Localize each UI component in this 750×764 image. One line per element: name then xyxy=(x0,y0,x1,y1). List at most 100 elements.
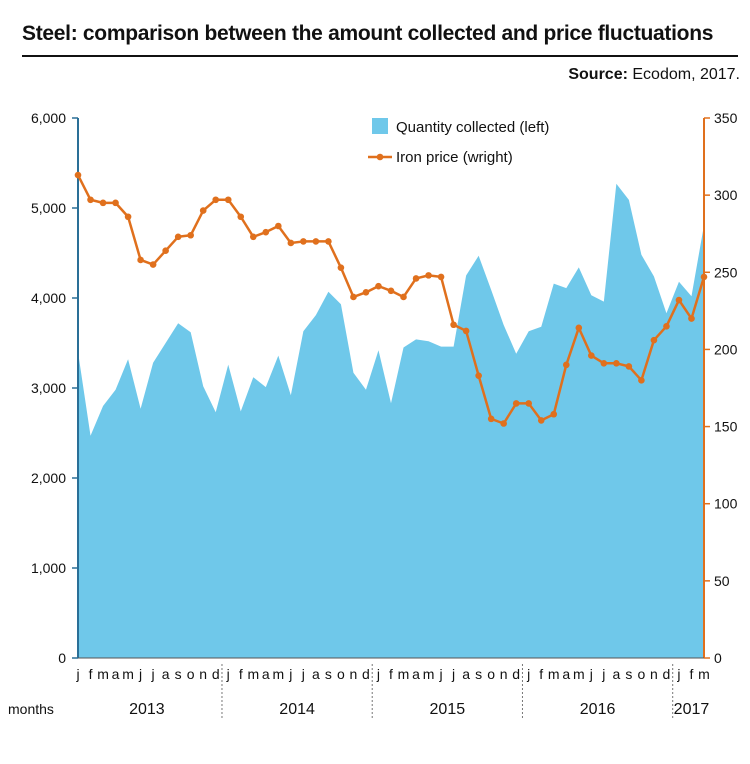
iron-price-point xyxy=(638,376,645,384)
year-label: 2016 xyxy=(580,701,616,718)
right-axis-tick-label: 300 xyxy=(714,187,738,203)
legend-label-price: Iron price (wright) xyxy=(396,149,513,166)
right-axis-tick-label: 250 xyxy=(714,264,738,280)
x-axis-label: months xyxy=(8,701,54,717)
right-axis-tick-label: 350 xyxy=(714,110,738,126)
month-label: s xyxy=(625,666,632,682)
month-label: a xyxy=(262,666,270,682)
month-label: d xyxy=(212,666,220,682)
quantity-area xyxy=(78,183,704,658)
month-label: n xyxy=(350,666,358,682)
iron-price-point xyxy=(224,196,232,204)
month-label: j xyxy=(138,666,142,682)
iron-price-point xyxy=(675,296,683,304)
chart-title: Steel: comparison between the amount col… xyxy=(22,22,714,45)
year-label: 2015 xyxy=(430,701,466,718)
month-label: f xyxy=(539,666,543,682)
month-label: f xyxy=(690,666,694,682)
left-axis-tick-label: 1,000 xyxy=(31,560,66,576)
right-axis-tick-label: 200 xyxy=(714,341,738,357)
right-axis-tick-label: 100 xyxy=(714,496,738,512)
month-label: d xyxy=(362,666,370,682)
iron-price-point xyxy=(387,287,395,295)
iron-price-point xyxy=(512,400,520,407)
iron-price-point xyxy=(537,417,545,424)
left-axis-tick-label: 0 xyxy=(58,650,66,666)
month-label: d xyxy=(663,666,671,682)
month-label: s xyxy=(175,666,182,682)
left-axis-tick-label: 5,000 xyxy=(31,200,66,216)
iron-price-point xyxy=(475,372,482,379)
month-label: n xyxy=(650,666,658,682)
month-label: j xyxy=(226,666,230,682)
month-label: m xyxy=(398,666,410,682)
iron-price-point xyxy=(187,231,194,239)
month-label: o xyxy=(187,666,195,682)
month-label: o xyxy=(337,666,345,682)
left-axis-tick-label: 3,000 xyxy=(31,380,66,396)
month-label: d xyxy=(512,666,520,682)
source-text: Ecodom, 2017. xyxy=(632,66,740,83)
year-label: 2013 xyxy=(129,701,165,718)
month-label: o xyxy=(638,666,646,682)
iron-price-point xyxy=(375,282,382,290)
month-label: m xyxy=(698,666,710,682)
iron-price-point xyxy=(700,273,708,281)
iron-price-point xyxy=(124,213,132,221)
month-label: j xyxy=(288,666,292,682)
iron-price-point xyxy=(99,199,107,207)
iron-price-point xyxy=(337,264,345,271)
month-label: j xyxy=(75,666,79,682)
right-axis-tick-label: 150 xyxy=(714,419,738,435)
legend: Quantity collected (left) Iron price (wri… xyxy=(368,118,549,166)
month-label: n xyxy=(500,666,508,682)
right-axis-tick-label: 50 xyxy=(714,573,730,589)
month-label: s xyxy=(475,666,482,682)
iron-price-point xyxy=(287,239,295,247)
iron-price-point xyxy=(450,321,457,329)
iron-price-point xyxy=(74,171,82,179)
iron-price-point xyxy=(237,213,245,221)
month-label: s xyxy=(325,666,332,682)
month-label: m xyxy=(122,666,134,682)
iron-price-point xyxy=(87,196,94,204)
iron-price-point xyxy=(575,324,583,332)
legend-label-quantity: Quantity collected (left) xyxy=(396,119,549,136)
iron-price-point xyxy=(500,420,507,427)
iron-price-point xyxy=(437,273,445,281)
iron-price-point xyxy=(625,363,633,370)
iron-price-point xyxy=(600,360,608,367)
month-label: a xyxy=(462,666,470,682)
axes-layer: 0 1,000 2,000 3,000 4,000 5,000 6,000 0 50 100 150… xyxy=(31,110,738,666)
iron-price-point xyxy=(588,352,595,359)
iron-price-point xyxy=(137,256,144,264)
month-label: j xyxy=(526,666,530,682)
month-label: a xyxy=(562,666,570,682)
iron-price-point xyxy=(112,199,119,207)
iron-price-point xyxy=(462,327,470,335)
month-label: f xyxy=(389,666,393,682)
month-label: j xyxy=(451,666,455,682)
iron-price-point xyxy=(562,361,570,369)
iron-price-point xyxy=(425,272,432,279)
iron-price-point xyxy=(663,322,670,330)
left-axis-tick-label: 2,000 xyxy=(31,470,66,486)
iron-price-point xyxy=(275,222,282,230)
iron-price-point xyxy=(312,238,320,245)
iron-price-point xyxy=(325,238,332,245)
month-label: m xyxy=(97,666,109,682)
iron-price-point xyxy=(149,261,157,268)
month-label: f xyxy=(239,666,243,682)
iron-price-point xyxy=(262,228,270,236)
month-label: m xyxy=(573,666,585,682)
iron-price-point xyxy=(300,238,307,245)
year-label: 2017 xyxy=(674,701,710,718)
iron-price-point xyxy=(613,360,620,367)
month-label: j xyxy=(439,666,443,682)
legend-marker-price xyxy=(376,153,384,161)
month-label: o xyxy=(487,666,495,682)
iron-price-point xyxy=(249,233,257,241)
iron-price-point xyxy=(162,247,169,254)
